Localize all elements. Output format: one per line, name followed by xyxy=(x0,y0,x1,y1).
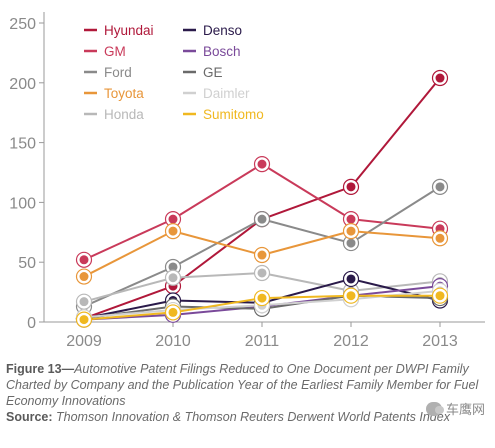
data-point-dot-sumitomo xyxy=(79,315,89,325)
x-tick-label: 2010 xyxy=(155,333,191,350)
y-tick-label: 100 xyxy=(9,195,36,212)
data-point-dot-sumitomo xyxy=(346,291,356,301)
data-point-dot-gm xyxy=(346,214,356,224)
source-label: Source: xyxy=(6,410,53,424)
data-point-dot-gm xyxy=(79,255,89,265)
legend-label-ge: GE xyxy=(203,65,223,80)
y-tick-label: 0 xyxy=(27,315,36,332)
x-tick-label: 2012 xyxy=(333,333,369,350)
y-tick-label: 50 xyxy=(18,255,36,272)
legend-label-honda: Honda xyxy=(104,107,144,122)
wechat-icon xyxy=(425,401,444,416)
data-point-dot-toyota xyxy=(435,233,445,243)
legend-label-bosch: Bosch xyxy=(203,44,241,59)
legend-label-ford: Ford xyxy=(104,65,132,80)
watermark-text: 车鹰网 xyxy=(445,402,485,417)
legend-label-sumitomo: Sumitomo xyxy=(203,107,264,122)
legend-label-toyota: Toyota xyxy=(104,86,144,101)
watermark: 车鹰网 xyxy=(425,399,485,418)
x-tick-label: 2013 xyxy=(422,333,458,350)
data-point-dot-hyundai xyxy=(435,73,445,83)
data-point-dot-hyundai xyxy=(346,182,356,192)
legend-label-denso: Denso xyxy=(203,23,242,38)
data-point-dot-ford xyxy=(346,238,356,248)
x-tick-label: 2009 xyxy=(66,333,102,350)
figure-caption: Figure 13—Automotive Patent Filings Redu… xyxy=(6,361,492,425)
legend-label-daimler: Daimler xyxy=(203,86,250,101)
figure-text: Automotive Patent Filings Reduced to One… xyxy=(6,362,479,408)
data-point-dot-toyota xyxy=(257,250,267,260)
data-point-dot-honda xyxy=(168,273,178,283)
legend-label-gm: GM xyxy=(104,44,126,59)
data-point-dot-toyota xyxy=(346,226,356,236)
data-point-dot-honda xyxy=(257,268,267,278)
data-point-dot-toyota xyxy=(79,272,89,282)
data-point-dot-gm xyxy=(257,159,267,169)
data-point-dot-denso xyxy=(346,274,356,284)
figure-label: Figure 13— xyxy=(6,362,75,376)
data-point-dot-toyota xyxy=(168,226,178,236)
data-point-dot-honda xyxy=(79,297,89,307)
data-point-dot-sumitomo xyxy=(257,293,267,303)
data-point-dot-sumitomo xyxy=(168,307,178,317)
y-tick-label: 150 xyxy=(9,136,36,153)
data-point-dot-ford xyxy=(257,214,267,224)
line-chart: 0 50 100 150 200 250 2009 2010 2011 2012 2013 Hyund… xyxy=(9,12,485,350)
y-tick-label: 250 xyxy=(9,16,36,33)
source-text: Thomson Innovation & Thomson Reuters Der… xyxy=(52,410,450,424)
x-tick-label: 2011 xyxy=(245,333,280,350)
data-point-dot-ford xyxy=(435,182,445,192)
data-point-dot-ford xyxy=(168,262,178,272)
y-tick-label: 200 xyxy=(9,76,36,93)
legend-label-hyundai: Hyundai xyxy=(104,23,154,38)
data-point-dot-gm xyxy=(168,214,178,224)
data-point-dot-sumitomo xyxy=(435,291,445,301)
